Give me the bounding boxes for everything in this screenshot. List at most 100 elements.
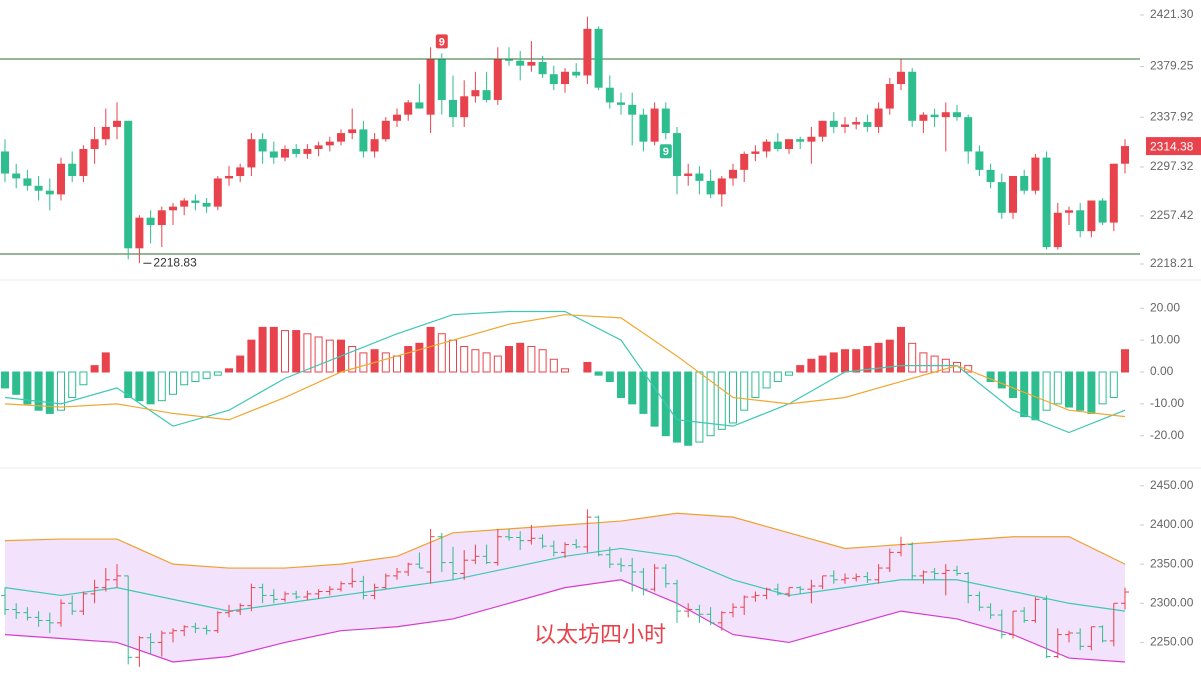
candle-body xyxy=(359,129,368,152)
candle-body xyxy=(538,61,547,75)
macd-bar xyxy=(997,371,1006,389)
candle-body xyxy=(695,173,704,181)
candle-body xyxy=(829,120,838,127)
td-marker-box xyxy=(659,144,672,159)
candle-body xyxy=(90,139,99,150)
macd-bar xyxy=(930,355,939,373)
candle-body xyxy=(673,133,681,176)
macd-bar xyxy=(1053,371,1062,405)
candle-body xyxy=(493,59,502,100)
indicator-line xyxy=(4,310,1126,434)
candle-body xyxy=(113,120,121,127)
macd-bar xyxy=(673,371,681,443)
macd-bar xyxy=(45,371,54,414)
candle-body xyxy=(1,151,9,174)
candle-body xyxy=(874,108,883,127)
macd-bar xyxy=(762,371,771,389)
y-tick-label: 2400.00 xyxy=(1150,517,1194,531)
macd-bar xyxy=(415,342,424,373)
y-tick-label: 2297.32 xyxy=(1150,159,1194,173)
candle-body xyxy=(337,133,345,142)
candle-body xyxy=(762,141,771,152)
y-tick-label: 2350.00 xyxy=(1150,556,1194,570)
macd-bar xyxy=(34,371,43,411)
y-tick-label: -20.00 xyxy=(1150,428,1184,442)
candle-body xyxy=(1053,212,1062,248)
macd-bar xyxy=(101,352,110,373)
candle-body xyxy=(751,151,760,154)
candle-body xyxy=(594,28,603,88)
macd-bar xyxy=(885,339,894,373)
candle-body xyxy=(729,169,737,179)
candle-body xyxy=(225,175,233,179)
candle-body xyxy=(1087,200,1096,232)
macd-bar xyxy=(807,358,816,373)
macd-bar xyxy=(897,326,905,373)
macd-bar xyxy=(247,339,256,373)
candle-body xyxy=(773,141,782,150)
candle-body xyxy=(23,178,32,186)
macd-bar xyxy=(437,333,446,373)
macd-bar xyxy=(706,371,715,437)
macd-bar xyxy=(549,358,558,373)
candle-body xyxy=(561,71,569,85)
macd-bar xyxy=(684,371,693,446)
candle-body xyxy=(549,74,558,85)
y-tick-label: 20.00 xyxy=(1150,300,1180,314)
candle-body xyxy=(1042,157,1051,248)
candle-body xyxy=(258,139,267,152)
macd-bar xyxy=(471,349,480,373)
macd-bar xyxy=(426,326,435,373)
candle-body xyxy=(213,178,222,207)
y-tick-label: 2337.92 xyxy=(1150,109,1194,123)
candle-body xyxy=(941,112,950,118)
candle-body xyxy=(68,163,77,176)
macd-bar xyxy=(202,371,211,379)
candle-body xyxy=(146,217,155,226)
candle-body xyxy=(303,149,312,154)
candle-body xyxy=(292,149,301,154)
macd-bar xyxy=(650,371,659,427)
candle-body xyxy=(605,87,614,103)
chart-annotation: 以太坊四小时 xyxy=(534,622,666,647)
macd-bar xyxy=(314,336,323,373)
candle-body xyxy=(381,120,390,140)
macd-bar xyxy=(1087,371,1096,414)
macd-bar xyxy=(292,330,301,373)
macd-bar xyxy=(874,342,883,373)
candle-body xyxy=(516,60,525,66)
macd-bar xyxy=(617,371,625,398)
y-tick-label: -10.00 xyxy=(1150,396,1184,410)
macd-bar xyxy=(751,371,760,398)
macd-bar xyxy=(908,342,917,373)
candle-body xyxy=(1009,175,1017,213)
candle-body xyxy=(953,112,961,118)
candle-body xyxy=(617,102,625,105)
macd-bar xyxy=(829,352,838,373)
macd-bar xyxy=(236,355,245,373)
y-tick-label: 2379.25 xyxy=(1150,59,1194,73)
macd-bar xyxy=(1042,371,1051,411)
td-marker: 9 xyxy=(439,36,445,48)
candle-body xyxy=(818,120,827,137)
macd-bar xyxy=(628,371,637,405)
candle-body xyxy=(101,126,110,140)
macd-bar xyxy=(325,339,334,373)
candle-body xyxy=(236,167,245,176)
macd-bar xyxy=(1009,371,1017,398)
candle-body xyxy=(505,59,513,61)
candle-body xyxy=(437,59,446,100)
macd-bar xyxy=(919,352,928,373)
candle-body xyxy=(706,180,715,195)
candle-body xyxy=(393,114,401,121)
y-tick-label: 2450.00 xyxy=(1150,478,1194,492)
indicator-line xyxy=(4,579,1126,663)
candle-body xyxy=(1121,146,1129,164)
macd-bar xyxy=(169,371,177,395)
candle-body xyxy=(1031,157,1040,191)
macd-bar xyxy=(1109,371,1118,398)
low-label: 2218.83 xyxy=(153,255,197,269)
candle-body xyxy=(1098,200,1107,223)
